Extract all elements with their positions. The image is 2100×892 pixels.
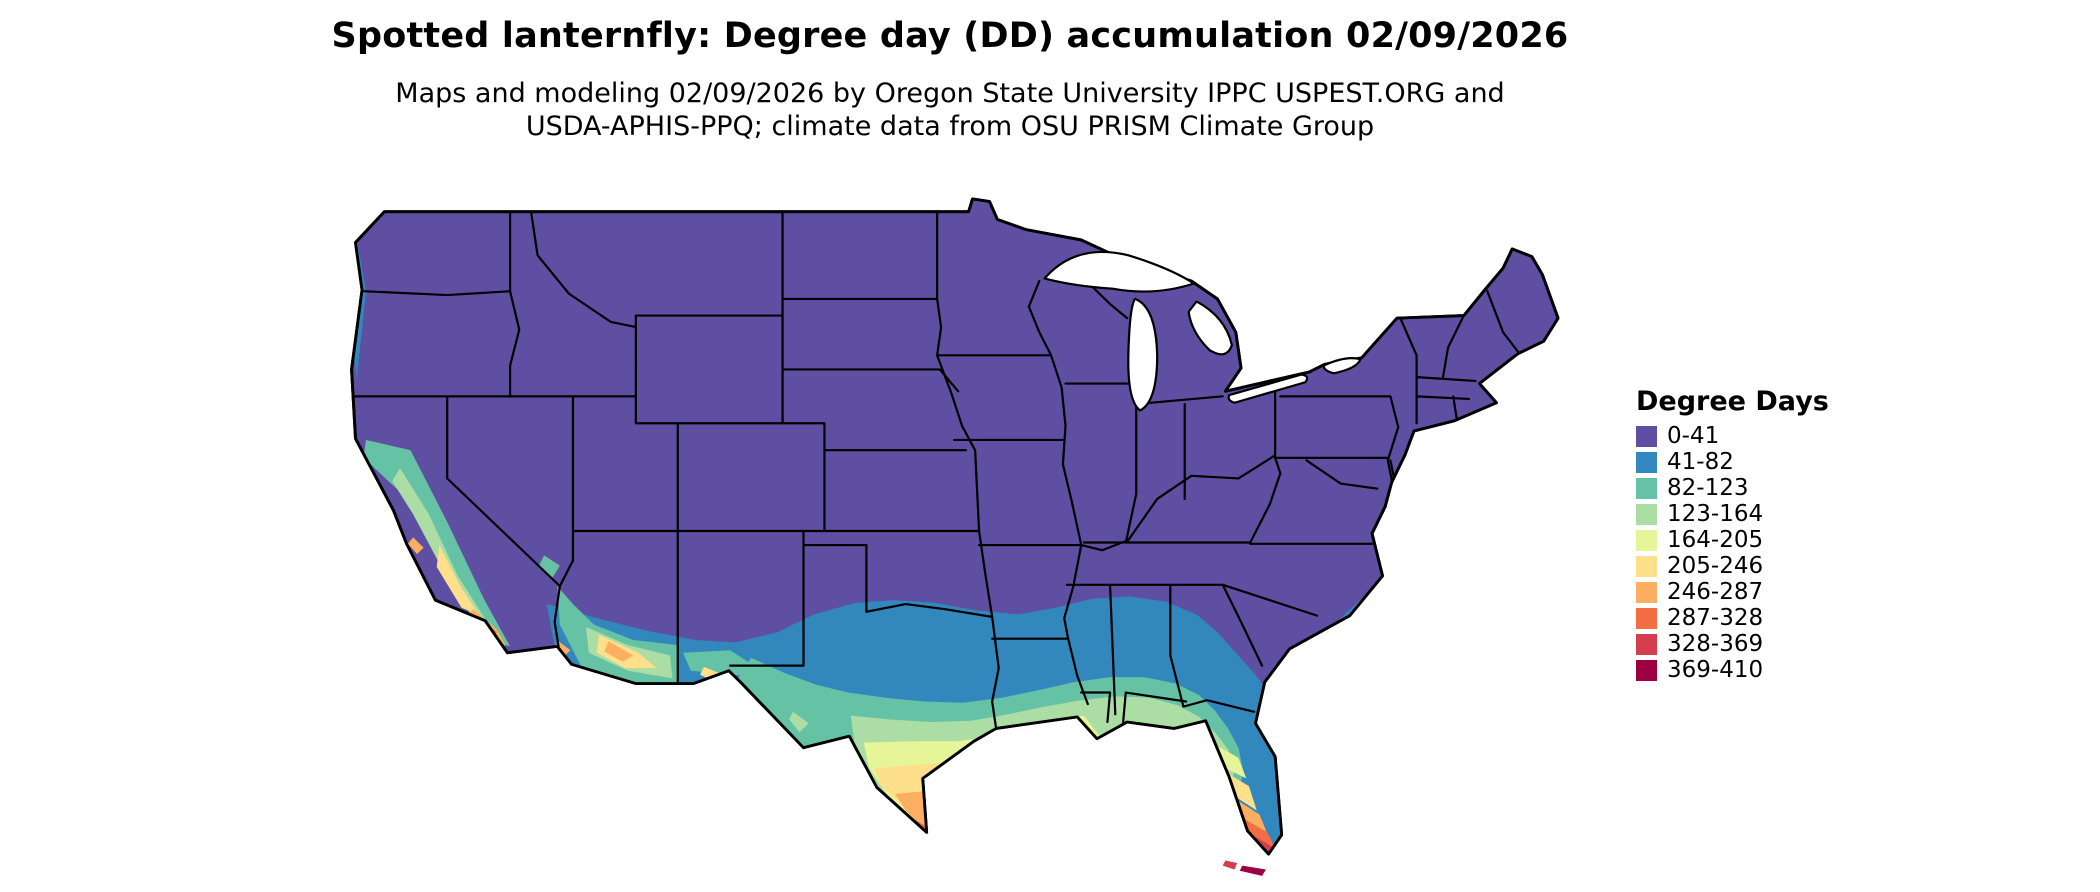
legend-title: Degree Days xyxy=(1636,386,1829,417)
great-lakes xyxy=(1043,250,1362,412)
legend: Degree Days 0-41 41-82 82-123 123-164 164-20… xyxy=(1636,386,1829,686)
legend-item: 246-287 xyxy=(1636,579,1829,605)
legend-item: 82-123 xyxy=(1636,475,1829,501)
dd-region-328-369-keys xyxy=(1222,860,1238,870)
legend-swatch xyxy=(1636,608,1657,629)
dd-region-123-164-ca xyxy=(392,468,500,640)
lake-huron xyxy=(1187,300,1234,356)
legend-item: 0-41 xyxy=(1636,423,1829,449)
legend-swatch xyxy=(1636,582,1657,603)
legend-item: 205-246 xyxy=(1636,553,1829,579)
legend-item: 164-205 xyxy=(1636,527,1829,553)
legend-label: 205-246 xyxy=(1667,553,1764,579)
us-border-outline xyxy=(350,197,1560,856)
legend-item: 41-82 xyxy=(1636,449,1829,475)
legend-swatch xyxy=(1636,504,1657,525)
legend-item: 123-164 xyxy=(1636,501,1829,527)
figure-subtitle: Maps and modeling 02/09/2026 by Oregon S… xyxy=(0,78,1900,144)
legend-item: 369-410 xyxy=(1636,657,1829,683)
legend-label: 369-410 xyxy=(1667,657,1764,683)
subtitle-line-1: Maps and modeling 02/09/2026 by Oregon S… xyxy=(395,78,1505,109)
lake-erie xyxy=(1227,373,1309,404)
legend-swatch xyxy=(1636,452,1657,473)
legend-label: 0-41 xyxy=(1667,423,1720,449)
legend-swatch xyxy=(1636,556,1657,577)
figure-title: Spotted lanternfly: Degree day (DD) accu… xyxy=(331,16,1569,56)
florida-keys xyxy=(1222,860,1266,876)
dd-region-82-123-nv xyxy=(538,555,560,579)
lake-superior xyxy=(1043,250,1196,293)
legend-label: 328-369 xyxy=(1667,631,1764,657)
legend-swatch xyxy=(1636,478,1657,499)
legend-swatch xyxy=(1636,660,1657,681)
us-map-svg xyxy=(350,197,1560,876)
dd-region-246-287-ca-coast xyxy=(407,537,424,555)
legend-label: 123-164 xyxy=(1667,501,1764,527)
dd-region-82-123-nm xyxy=(683,650,754,676)
legend-label: 82-123 xyxy=(1667,475,1749,501)
lake-ontario xyxy=(1322,357,1362,375)
legend-swatch xyxy=(1636,426,1657,447)
legend-item: 328-369 xyxy=(1636,631,1829,657)
state-boundaries xyxy=(351,210,1520,730)
dd-region-205-246-ca xyxy=(436,545,479,615)
legend-item: 287-328 xyxy=(1636,605,1829,631)
dd-region-246-287-az xyxy=(604,641,634,662)
legend-swatch xyxy=(1636,634,1657,655)
us-degree-day-map xyxy=(290,163,1600,881)
subtitle-line-2: USDA-APHIS-PPQ; climate data from OSU PR… xyxy=(525,110,1375,142)
legend-label: 287-328 xyxy=(1667,605,1764,631)
legend-label: 41-82 xyxy=(1667,449,1734,475)
legend-label: 164-205 xyxy=(1667,527,1764,553)
legend-label: 246-287 xyxy=(1667,579,1764,605)
dd-region-123-164-bigbend xyxy=(789,711,809,733)
legend-swatch xyxy=(1636,530,1657,551)
dd-region-369-410-keys xyxy=(1239,865,1266,876)
lake-michigan xyxy=(1127,297,1159,412)
legend-items: 0-41 41-82 82-123 123-164 164-205 205-246 246-… xyxy=(1636,423,1829,683)
